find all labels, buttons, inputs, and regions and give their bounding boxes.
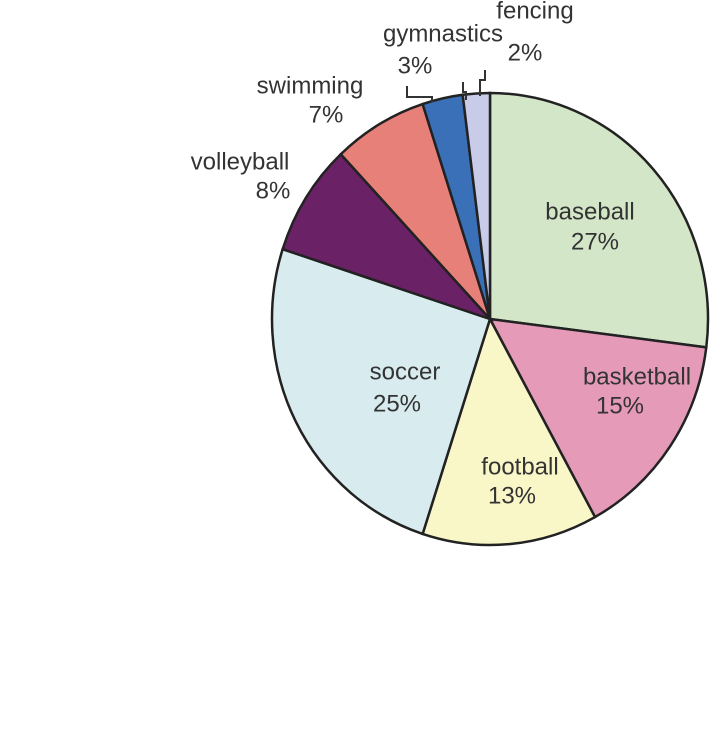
pie-slice bbox=[488, 91, 710, 349]
slice-label: gymnastics bbox=[383, 20, 503, 47]
slice-value-label: 3% bbox=[398, 52, 433, 79]
slice-value-label: 2% bbox=[508, 39, 543, 66]
slice-label: fencing bbox=[496, 0, 573, 24]
slice-label: soccer bbox=[370, 358, 441, 385]
pie-slice bbox=[421, 315, 597, 547]
pie-slice bbox=[487, 317, 708, 519]
pie-slice bbox=[461, 91, 492, 320]
slice-label: football bbox=[481, 453, 558, 480]
leader-line bbox=[406, 86, 433, 102]
slice-label: basketball bbox=[583, 363, 691, 390]
slice-label: swimming bbox=[257, 72, 364, 99]
leader-line bbox=[462, 82, 467, 100]
slice-value-label: 8% bbox=[256, 177, 291, 204]
slice-label: baseball bbox=[545, 198, 634, 225]
slice-value-label: 15% bbox=[596, 392, 644, 419]
slice-value-label: 7% bbox=[309, 101, 344, 128]
slice-label: volleyball bbox=[191, 148, 290, 175]
slice-value-label: 25% bbox=[373, 390, 421, 417]
pie-slice bbox=[281, 152, 495, 322]
slice-value-label: 27% bbox=[571, 228, 619, 255]
pie-slice bbox=[270, 247, 492, 536]
slice-value-label: 13% bbox=[488, 482, 536, 509]
leader-line bbox=[479, 70, 486, 96]
slices bbox=[270, 91, 710, 547]
